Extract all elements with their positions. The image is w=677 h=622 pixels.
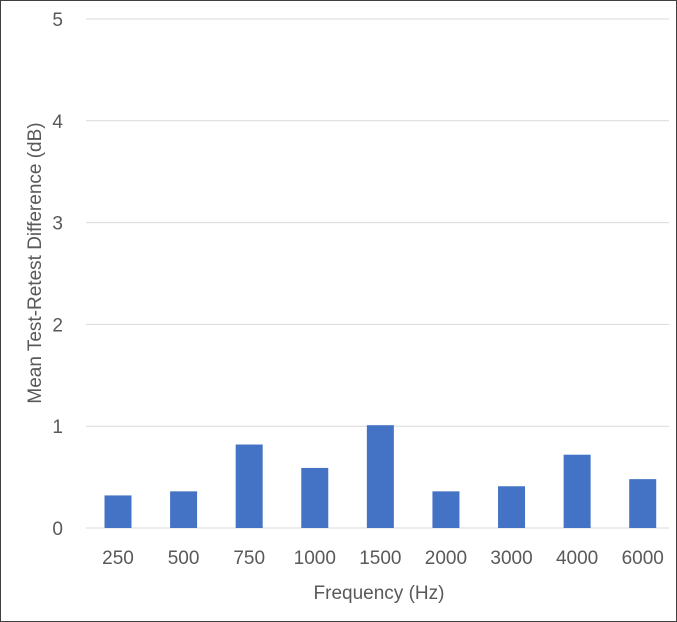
bar-3000 — [498, 486, 526, 528]
bars — [104, 425, 657, 528]
bar-2000 — [432, 491, 460, 528]
bar-1500 — [366, 425, 394, 528]
y-tick-label: 0 — [52, 519, 63, 540]
y-tick-label: 4 — [52, 112, 63, 133]
x-tick-label: 1500 — [359, 548, 401, 569]
x-axis-title: Frequency (Hz) — [314, 583, 445, 604]
bar-1000 — [301, 467, 329, 528]
x-tick-label: 4000 — [556, 548, 598, 569]
x-tick-label: 750 — [233, 548, 265, 569]
bar-4000 — [563, 454, 591, 528]
x-tick-label: 250 — [102, 548, 134, 569]
bar-500 — [170, 491, 198, 528]
x-tick-label: 3000 — [490, 548, 532, 569]
y-axis-ticks: 0 1 2 3 4 5 — [52, 10, 63, 540]
x-axis-ticks: 250 500 750 1000 1500 2000 3000 4000 6000 — [102, 548, 664, 569]
bar-6000 — [629, 479, 657, 528]
x-tick-label: 500 — [168, 548, 200, 569]
bar-750 — [235, 444, 263, 528]
x-tick-label: 2000 — [425, 548, 467, 569]
y-tick-label: 3 — [52, 214, 63, 235]
bar-250 — [104, 495, 132, 528]
x-tick-label: 6000 — [622, 548, 664, 569]
y-tick-label: 2 — [52, 315, 63, 336]
x-tick-label: 1000 — [294, 548, 336, 569]
y-axis-title: Mean Test-Retest Difference (dB) — [25, 122, 46, 403]
y-tick-label: 1 — [52, 417, 63, 438]
y-tick-label: 5 — [52, 10, 63, 31]
